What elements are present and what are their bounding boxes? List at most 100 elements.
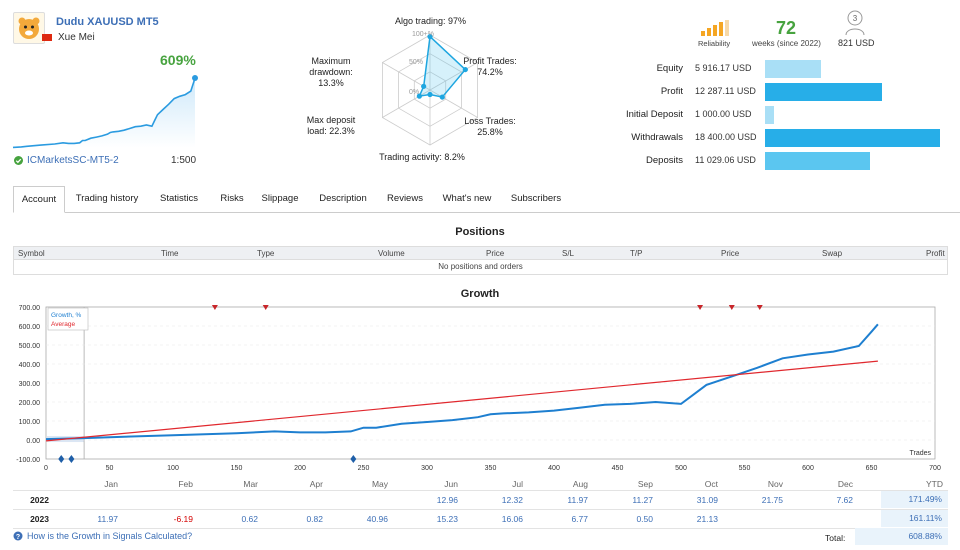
radar-label-profit: Profit Trades: 74.2% xyxy=(463,56,517,77)
finance-bar xyxy=(765,129,940,147)
month-value: 21.13 xyxy=(696,514,718,524)
subscription-price: 821 USD xyxy=(838,38,875,48)
y-tick-label: 500.00 xyxy=(19,343,41,350)
month-value: 0.82 xyxy=(306,514,323,524)
tab-trading-history[interactable]: Trading history xyxy=(75,193,139,204)
tab-subscribers[interactable]: Subscribers xyxy=(510,193,562,204)
x-tick-label: 650 xyxy=(866,465,878,472)
column-header: Price xyxy=(721,249,740,258)
reliability-label: Reliability xyxy=(698,39,731,48)
tab-slippage[interactable]: Slippage xyxy=(261,193,299,204)
month-value: 40.96 xyxy=(366,514,388,524)
tab-risks[interactable]: Risks xyxy=(220,193,244,204)
radar-axis xyxy=(429,62,478,91)
finance-label: Profit xyxy=(660,86,683,97)
column-header: Profit xyxy=(926,249,945,258)
month-header: Jan xyxy=(104,479,118,489)
x-tick-label: 250 xyxy=(358,465,370,472)
radar-point-max_load xyxy=(416,93,422,99)
finance-row: Profit 12 287.11 USD xyxy=(600,83,940,101)
row-divider xyxy=(13,528,948,529)
withdrawal-marker[interactable] xyxy=(262,305,269,310)
y-tick-label: -100.00 xyxy=(16,457,40,464)
withdrawal-marker[interactable] xyxy=(697,305,704,310)
tab-what-s-new[interactable]: What's new xyxy=(442,193,492,204)
month-value: 12.96 xyxy=(436,495,458,505)
year-label: 2022 xyxy=(30,495,49,505)
column-header: Time xyxy=(161,249,179,258)
month-value: 0.62 xyxy=(241,514,258,524)
column-header: Symbol xyxy=(18,249,45,258)
withdrawal-marker[interactable] xyxy=(211,305,218,310)
column-header: Price xyxy=(486,249,505,258)
legend-growth: Growth, % xyxy=(51,312,82,319)
subscribers-icon: 3 xyxy=(845,10,865,36)
tab-account[interactable]: Account xyxy=(13,186,65,213)
broker-server: ICMarketsSC-MT5-2 xyxy=(27,155,119,166)
broker-row[interactable]: ICMarketsSC-MT5-2 xyxy=(14,155,119,166)
chart-legend xyxy=(47,307,89,331)
tab-reviews[interactable]: Reviews xyxy=(387,193,423,204)
x-tick-label: 0 xyxy=(44,465,48,472)
column-header: Volume xyxy=(378,249,405,258)
yearly-growth-table: Jan Feb Mar Apr May Jun Jul Aug Sep Oct Nov Dec YTD 2… xyxy=(13,475,948,529)
month-value: 11.27 xyxy=(632,495,653,505)
radar-label-algo: Algo trading: 97% xyxy=(394,16,467,26)
avatar[interactable] xyxy=(13,12,45,44)
deposit-marker[interactable] xyxy=(58,455,65,463)
tab-description[interactable]: Description xyxy=(319,193,367,204)
month-header: YTD xyxy=(926,479,943,489)
mini-growth-chart xyxy=(12,75,198,149)
finance-label: Deposits xyxy=(646,155,683,166)
finance-label: Initial Deposit xyxy=(625,109,683,120)
x-tick-label: 400 xyxy=(548,465,560,472)
growth-calc-link[interactable]: ? How is the Growth in Signals Calculate… xyxy=(13,531,192,541)
y-tick-label: 100.00 xyxy=(19,419,41,426)
column-header: S/L xyxy=(562,249,575,258)
finance-bar xyxy=(765,60,821,78)
radar-axis xyxy=(429,89,478,118)
radar-point-activity xyxy=(427,91,433,98)
month-header: Aug xyxy=(572,479,588,489)
y-tick-label: 700.00 xyxy=(19,305,41,312)
month-value: 31.09 xyxy=(696,495,718,505)
x-tick-label: 300 xyxy=(421,465,433,472)
ring-label-100: 100+% xyxy=(412,31,434,38)
x-tick-label: 50 xyxy=(106,465,114,472)
finance-row: Deposits 11 029.06 USD xyxy=(600,152,940,170)
month-header: Sep xyxy=(637,479,653,489)
month-header: Dec xyxy=(837,479,853,489)
x-tick-label: 350 xyxy=(485,465,497,472)
month-header: May xyxy=(371,479,388,489)
positions-header: Symbol Time Type Volume Price S/L T/P Price Swap… xyxy=(14,247,947,260)
withdrawal-marker[interactable] xyxy=(756,305,763,310)
x-tick-label: 550 xyxy=(739,465,751,472)
row-divider xyxy=(13,509,948,510)
radar-svg: 100+% 50% 0% xyxy=(382,31,479,146)
average-series-line xyxy=(45,360,878,442)
tab-statistics[interactable]: Statistics xyxy=(159,193,198,204)
author-name[interactable]: Xue Mei xyxy=(58,32,95,43)
signal-name[interactable]: Dudu XAUUSD MT5 xyxy=(56,16,159,28)
column-header: T/P xyxy=(630,249,643,258)
tiger-avatar-icon xyxy=(18,17,40,39)
radar-axis xyxy=(382,89,431,118)
y-tick-label: 200.00 xyxy=(19,400,41,407)
y-tick-label: 600.00 xyxy=(19,324,41,331)
month-header: Apr xyxy=(309,479,323,489)
mini-chart-endpoint xyxy=(192,75,198,81)
deposit-marker[interactable] xyxy=(68,455,75,463)
month-header: Mar xyxy=(243,479,258,489)
radar-label-load: Max deposit load: 22.3% xyxy=(306,115,356,136)
deposit-marker[interactable] xyxy=(350,455,357,463)
risk-radar: 100+% 50% 0% Algo trading: 97% Profit Tr… xyxy=(300,10,560,175)
growth-series-line xyxy=(45,323,879,441)
withdrawal-marker[interactable] xyxy=(728,305,735,310)
radar-label-activity: Trading activity: 8.2% xyxy=(379,152,465,162)
x-tick-label: 150 xyxy=(231,465,243,472)
month-value: 11.97 xyxy=(567,495,588,505)
month-value: 21.75 xyxy=(761,495,783,505)
weeks-value: 72 xyxy=(776,18,797,38)
radar-point-algo xyxy=(427,34,433,40)
growth-calc-text[interactable]: How is the Growth in Signals Calculated? xyxy=(27,531,193,541)
